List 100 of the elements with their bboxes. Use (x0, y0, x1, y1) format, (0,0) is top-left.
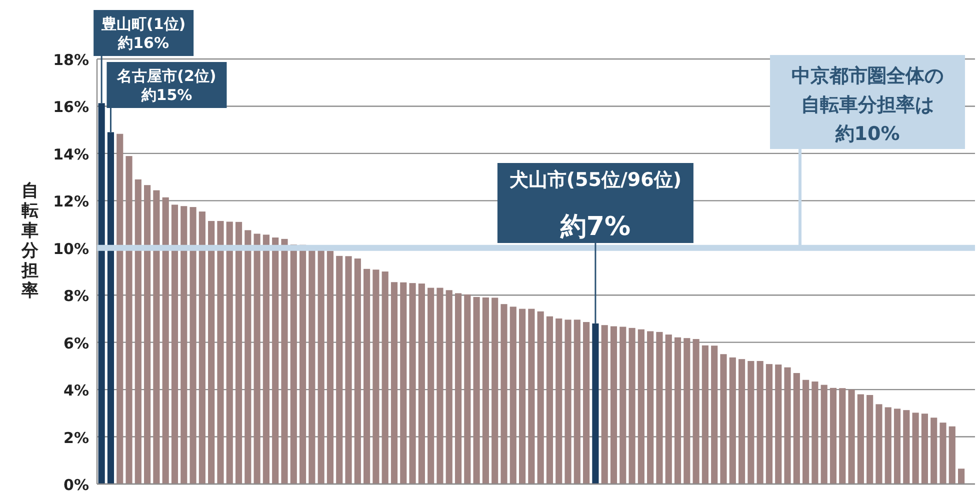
bar (528, 308, 535, 484)
bar (866, 394, 874, 484)
bar (674, 337, 682, 484)
bar (126, 156, 132, 484)
bar (382, 272, 388, 484)
y-tick-label: 2% (64, 428, 89, 447)
bar (500, 304, 508, 484)
bar (518, 308, 526, 484)
y-tick-label: 12% (53, 192, 89, 211)
bar (756, 360, 764, 484)
bar (793, 373, 800, 484)
y-axis-title: 自転車分担率 (20, 181, 40, 301)
bar (235, 222, 242, 484)
y-tick-label: 18% (53, 51, 89, 69)
bar (244, 230, 252, 484)
bar (729, 357, 736, 484)
bar (134, 179, 142, 484)
y-tick-label: 16% (53, 98, 89, 116)
bar (839, 388, 846, 484)
bar (272, 238, 279, 484)
bar (418, 284, 425, 484)
bar (454, 293, 462, 484)
annotation: 犬山市(55位/96位) 約7% (508, 169, 682, 242)
bar (436, 288, 444, 484)
bar (428, 288, 434, 484)
bar (336, 256, 343, 484)
bar (98, 103, 105, 484)
bar (592, 323, 599, 484)
bar (556, 318, 562, 484)
bar (857, 394, 864, 484)
bar (217, 220, 224, 484)
bar (775, 364, 782, 484)
bar (921, 414, 928, 484)
bar (620, 326, 626, 484)
y-tick-label: 0% (64, 476, 89, 494)
bar (610, 326, 618, 484)
bar (692, 339, 700, 484)
bar (848, 390, 855, 484)
bar (537, 311, 544, 484)
bar (262, 234, 270, 484)
bar (364, 268, 370, 484)
bar (876, 404, 882, 484)
bar (345, 256, 352, 484)
bar (171, 204, 178, 484)
bar (702, 345, 708, 484)
bar (473, 297, 480, 484)
bar (400, 282, 407, 484)
bar (812, 382, 818, 484)
bar (208, 220, 215, 484)
bar (326, 250, 334, 484)
bar (510, 306, 516, 484)
bar (720, 354, 727, 484)
bar (647, 331, 654, 484)
bar (564, 320, 572, 484)
bar (738, 359, 746, 484)
bar (107, 132, 114, 484)
bar (464, 294, 471, 484)
y-tick-label: 6% (64, 334, 89, 352)
bar (162, 197, 169, 484)
bar (684, 338, 690, 484)
bar (884, 407, 892, 484)
annotation: 名古屋市(2位) 約15% (116, 67, 216, 104)
bar (940, 422, 946, 484)
bar (198, 212, 206, 484)
y-tick-label: 4% (64, 382, 89, 400)
bar (254, 234, 260, 484)
bar (784, 367, 791, 484)
bar (190, 207, 196, 484)
bar (903, 410, 910, 484)
bar (912, 412, 919, 484)
bar (583, 322, 590, 484)
bar (628, 328, 636, 484)
ref-line-label: 中京都市圏全体の自転車分担率は約10% (792, 65, 944, 145)
bar (492, 298, 498, 484)
bar (372, 270, 380, 484)
bar (446, 290, 452, 484)
bar (958, 468, 965, 484)
y-tick-label: 14% (53, 145, 89, 164)
bar (656, 332, 663, 484)
bar (574, 320, 580, 484)
bar (153, 190, 160, 484)
bar (409, 283, 416, 484)
bar (948, 426, 956, 484)
bar (802, 380, 810, 484)
bar (665, 334, 672, 484)
text: 豊山町(1位) 約16% (100, 15, 186, 52)
bar (820, 384, 828, 484)
bar (601, 325, 608, 484)
bar (711, 346, 718, 484)
bar (930, 418, 938, 484)
y-tick-label: 8% (64, 287, 89, 306)
bar (748, 360, 754, 484)
bar (116, 134, 124, 484)
bar (180, 206, 188, 484)
bar (546, 316, 554, 484)
bar (281, 238, 288, 484)
bar (144, 185, 151, 484)
bar (290, 244, 297, 484)
bar (766, 364, 773, 484)
bar (830, 388, 837, 484)
